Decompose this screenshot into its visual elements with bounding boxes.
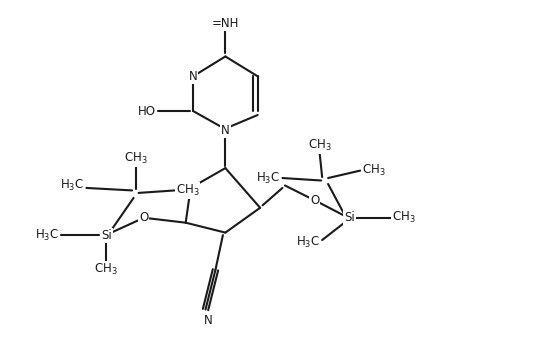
Text: O: O bbox=[186, 182, 195, 195]
Text: H$_3$C: H$_3$C bbox=[35, 228, 59, 242]
Text: N: N bbox=[189, 70, 197, 83]
Text: H$_3$C: H$_3$C bbox=[256, 171, 280, 185]
Text: O: O bbox=[310, 194, 320, 207]
Text: =NH: =NH bbox=[212, 17, 239, 30]
Text: HO: HO bbox=[138, 105, 156, 118]
Text: CH$_3$: CH$_3$ bbox=[124, 151, 148, 166]
Text: H$_3$C: H$_3$C bbox=[295, 235, 320, 250]
Text: H$_3$C: H$_3$C bbox=[60, 178, 84, 193]
Text: CH$_3$: CH$_3$ bbox=[95, 262, 118, 277]
Text: O: O bbox=[139, 211, 148, 224]
Text: N: N bbox=[204, 314, 212, 327]
Text: CH$_3$: CH$_3$ bbox=[392, 210, 415, 225]
Text: Si: Si bbox=[344, 211, 355, 224]
Text: CH$_3$: CH$_3$ bbox=[362, 163, 386, 178]
Text: CH$_3$: CH$_3$ bbox=[308, 138, 332, 153]
Text: N: N bbox=[221, 125, 230, 137]
Text: Si: Si bbox=[101, 229, 112, 242]
Text: CH$_3$: CH$_3$ bbox=[176, 183, 200, 198]
